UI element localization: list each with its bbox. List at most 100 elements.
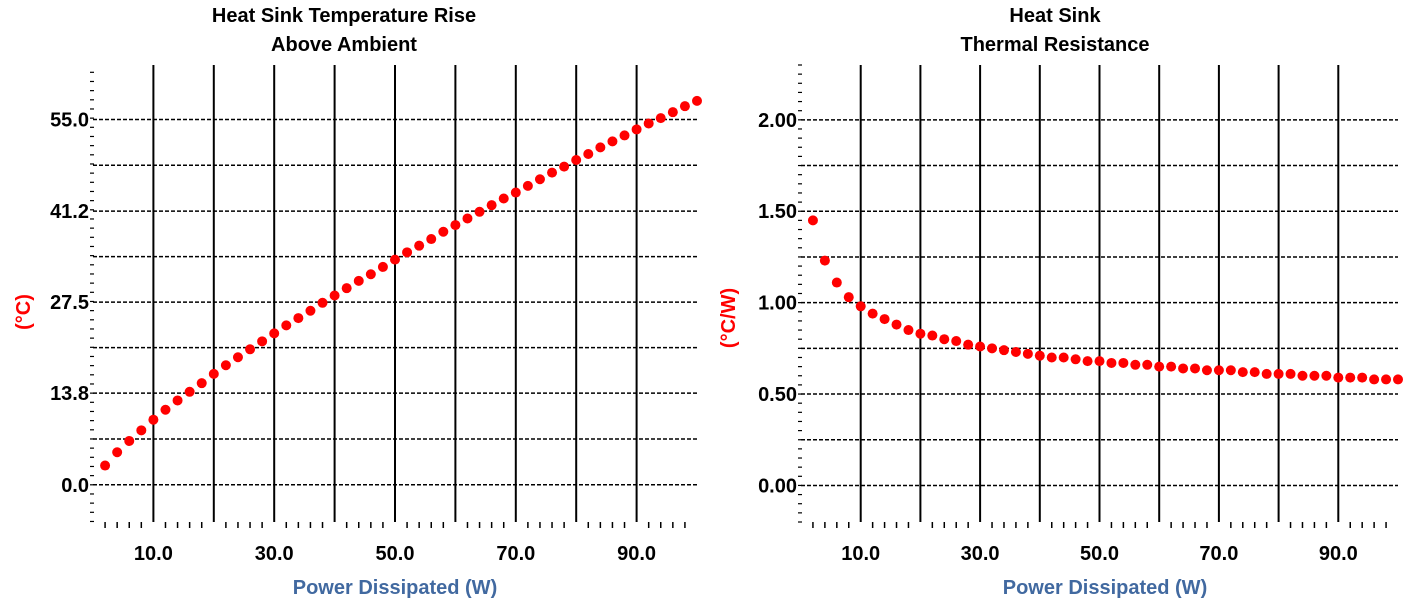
data-point [148, 414, 159, 425]
data-point [100, 460, 111, 471]
data-point [281, 320, 292, 331]
data-point [1022, 348, 1033, 359]
y-tick-label: 1.50 [758, 201, 797, 223]
data-point [867, 308, 878, 319]
data-point [998, 345, 1009, 356]
data-point [855, 301, 866, 312]
data-point [1321, 370, 1332, 381]
data-point [245, 344, 256, 355]
y-tick-label: 0.50 [758, 384, 797, 406]
data-point [1369, 374, 1380, 385]
data-point [305, 305, 316, 316]
data-point [534, 174, 545, 185]
data-point [450, 220, 461, 231]
data-point [692, 95, 702, 106]
data-point [1237, 367, 1248, 378]
data-point [136, 425, 147, 436]
y-axis-label: (°C) [13, 294, 35, 330]
data-point [1058, 352, 1069, 363]
y-tick-label: 2.00 [758, 110, 797, 132]
data-point [329, 290, 340, 301]
data-point [1297, 370, 1308, 381]
data-point [462, 213, 473, 224]
data-point [341, 283, 352, 294]
data-point [414, 240, 425, 251]
data-point [208, 368, 219, 379]
data-point [987, 343, 998, 354]
data-point [559, 161, 570, 172]
data-point [547, 167, 558, 178]
data-point [1106, 357, 1117, 368]
data-point [124, 435, 135, 446]
data-point [891, 319, 902, 330]
data-point [377, 261, 388, 272]
chart-title-line-2: Thermal Resistance [961, 34, 1150, 56]
temperature-rise-chart: Heat Sink Temperature Rise Above Ambient… [13, 5, 702, 599]
data-point [667, 107, 678, 118]
data-point [1357, 372, 1368, 383]
data-point [232, 352, 243, 363]
data-point [843, 292, 854, 303]
data-point [1142, 359, 1153, 370]
data-point [643, 118, 654, 129]
data-point [402, 247, 413, 258]
data-point [595, 142, 606, 153]
data-point [1082, 356, 1093, 367]
data-point [951, 336, 962, 347]
data-point [510, 187, 521, 198]
y-tick-label: 55.0 [50, 109, 89, 131]
data-point [1393, 374, 1403, 385]
y-tick-label: 0.0 [61, 475, 89, 497]
data-point [963, 339, 974, 350]
data-point [1381, 374, 1392, 385]
data-point [353, 275, 364, 286]
data-point [619, 130, 630, 141]
data-point [655, 113, 666, 124]
data-point [879, 314, 890, 325]
data-point [1285, 368, 1296, 379]
data-point [1273, 368, 1284, 379]
data-point [607, 136, 618, 147]
data-point [831, 277, 842, 288]
data-point [486, 200, 497, 211]
data-point [1034, 350, 1045, 361]
data-point [1178, 363, 1189, 374]
y-tick-label: 41.2 [50, 201, 89, 223]
x-axis-label: Power Dissipated (W) [293, 577, 497, 599]
y-axis-label: (°C/W) [718, 288, 740, 348]
data-point [293, 313, 304, 324]
y-tick-label: 0.00 [758, 475, 797, 497]
data-point [438, 226, 449, 237]
data-point [1213, 365, 1224, 376]
y-tick-label: 13.8 [50, 383, 89, 405]
data-point [365, 269, 376, 280]
data-point [1070, 354, 1081, 365]
data-point [927, 330, 938, 341]
data-point [112, 447, 123, 458]
data-point [631, 124, 642, 135]
data-point [522, 180, 533, 191]
data-point [583, 149, 594, 160]
data-point [426, 234, 437, 245]
x-tick-label: 30.0 [255, 543, 294, 565]
data-point [1094, 356, 1105, 367]
data-point [1190, 363, 1201, 374]
data-point [975, 341, 986, 352]
data-point [571, 154, 582, 165]
x-tick-label: 70.0 [1199, 543, 1238, 565]
x-axis-label: Power Dissipated (W) [1003, 577, 1207, 599]
data-point [1166, 361, 1177, 372]
data-point [679, 101, 690, 112]
data-point [1333, 372, 1344, 383]
data-point [390, 254, 400, 265]
data-point [317, 297, 328, 308]
data-point [1249, 367, 1260, 378]
chart-title-line-1: Heat Sink [1009, 5, 1101, 27]
x-tick-label: 50.0 [1080, 543, 1119, 565]
data-point [172, 395, 183, 406]
data-point [160, 404, 171, 415]
thermal-resistance-chart: Heat Sink Thermal Resistance 10.0 30.0 50.… [718, 5, 1403, 599]
data-point [903, 325, 914, 336]
data-point [1154, 361, 1165, 372]
x-tick-label: 10.0 [841, 543, 880, 565]
